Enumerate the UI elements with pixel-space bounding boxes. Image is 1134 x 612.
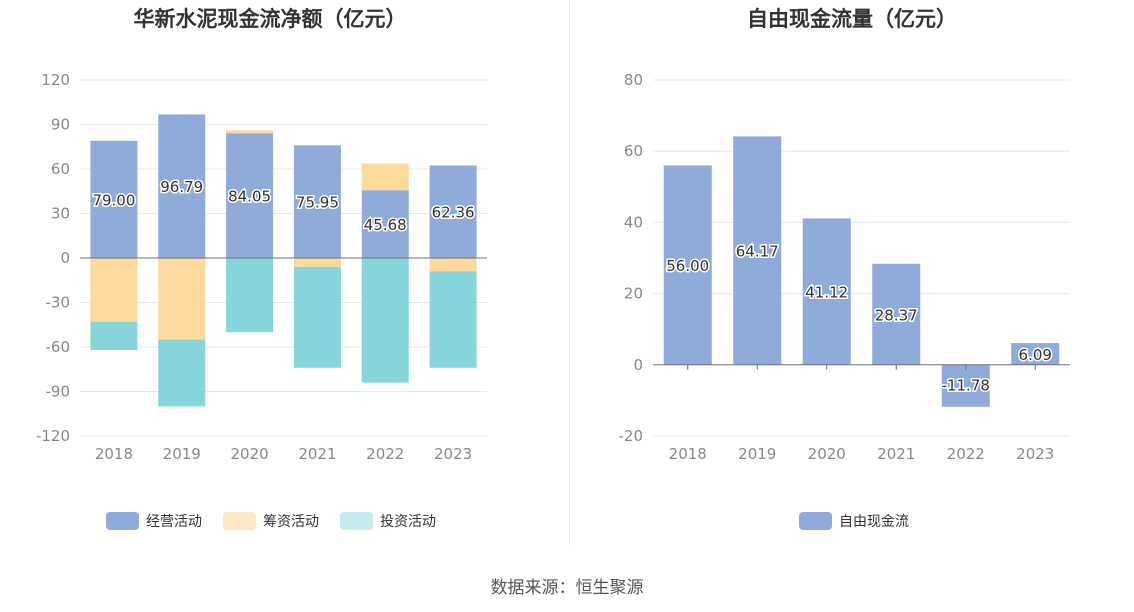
bar-筹资活动-2022	[361, 163, 409, 191]
bar-自由现金流-2020	[802, 218, 851, 365]
bar-自由现金流-2023	[1011, 343, 1060, 365]
chart-title: 华新水泥现金流净额（亿元）	[134, 7, 407, 31]
y-tick-label: -120	[36, 427, 70, 445]
y-tick-label: -90	[46, 383, 71, 401]
bar-经营活动-2020	[226, 133, 274, 258]
bar-投资活动-2023	[429, 271, 477, 368]
data-label-2019: 96.79	[160, 178, 203, 196]
data-label-2020: 84.05	[228, 188, 271, 206]
x-tick-label: 2018	[95, 445, 133, 463]
source-note: 数据来源：恒生聚源	[490, 578, 644, 598]
data-label-2018: 79.00	[92, 191, 135, 209]
bar-投资活动-2019	[158, 339, 206, 407]
bar-筹资活动-2018	[90, 258, 138, 322]
bar-经营活动-2022	[361, 190, 409, 258]
y-tick-label: 30	[51, 205, 70, 223]
x-tick-label: 2023	[434, 445, 472, 463]
x-tick-label: 2020	[230, 445, 268, 463]
x-tick-label: 2018	[669, 445, 707, 463]
bar-投资活动-2022	[361, 258, 409, 383]
data-label-2023: 62.36	[432, 204, 475, 222]
legend-label-筹资活动: 筹资活动	[263, 513, 319, 530]
legend-label-自由现金流: 自由现金流	[839, 514, 909, 530]
y-tick-label: 0	[633, 356, 643, 374]
bar-筹资活动-2021	[293, 258, 341, 267]
bar-投资活动-2020	[226, 258, 274, 333]
y-tick-label: 40	[624, 213, 643, 231]
legend-label-投资活动: 投资活动	[380, 514, 436, 530]
data-label-2021: 28.37	[875, 306, 918, 324]
panel-divider	[569, 0, 570, 545]
x-tick-label: 2021	[298, 445, 336, 463]
legend-swatch-投资活动	[340, 512, 373, 530]
bar-经营活动-2023	[429, 165, 477, 258]
x-tick-label: 2021	[877, 445, 915, 463]
bar-筹资活动-2019	[158, 258, 206, 340]
bar-自由现金流-2022	[941, 364, 990, 407]
data-label-2021: 75.95	[296, 194, 339, 212]
data-label-2022: 45.68	[364, 216, 407, 234]
bar-自由现金流-2018	[663, 165, 712, 365]
y-tick-label: 60	[51, 160, 70, 178]
data-label-2018: 56.00	[666, 257, 709, 275]
legend-swatch-经营活动	[106, 512, 139, 530]
bar-筹资活动-2020	[226, 130, 274, 134]
bar-筹资活动-2023	[429, 258, 477, 272]
x-tick-label: 2019	[738, 445, 776, 463]
bar-投资活动-2018	[90, 321, 138, 350]
y-tick-label: -60	[46, 338, 71, 356]
y-tick-label: 120	[41, 71, 70, 89]
bar-投资活动-2021	[293, 266, 341, 368]
legend-swatch-自由现金流	[799, 512, 832, 530]
x-tick-label: 2022	[947, 445, 985, 463]
bar-自由现金流-2021	[872, 263, 921, 365]
x-tick-label: 2022	[366, 445, 404, 463]
bar-自由现金流-2019	[733, 136, 782, 365]
y-tick-label: 60	[624, 142, 643, 160]
x-tick-label: 2019	[163, 445, 201, 463]
x-tick-label: 2020	[808, 445, 846, 463]
y-tick-label: 90	[51, 116, 70, 134]
data-label-2023: 6.09	[1019, 346, 1052, 364]
y-tick-label: 20	[624, 285, 643, 303]
data-label-2022: -11.78	[942, 377, 990, 395]
x-tick-label: 2023	[1016, 445, 1054, 463]
y-tick-label: 0	[60, 249, 70, 267]
chart-title: 自由现金流量（亿元）	[747, 7, 957, 31]
y-tick-label: -20	[619, 427, 644, 445]
legend-swatch-筹资活动	[223, 512, 256, 530]
y-tick-label: 80	[624, 71, 643, 89]
data-label-2019: 64.17	[736, 243, 779, 261]
bar-经营活动-2021	[293, 145, 341, 258]
legend-label-经营活动: 经营活动	[146, 514, 202, 530]
data-label-2020: 41.12	[805, 284, 848, 302]
bar-经营活动-2019	[158, 114, 206, 259]
y-tick-label: -30	[46, 294, 71, 312]
bar-经营活动-2018	[90, 140, 138, 258]
